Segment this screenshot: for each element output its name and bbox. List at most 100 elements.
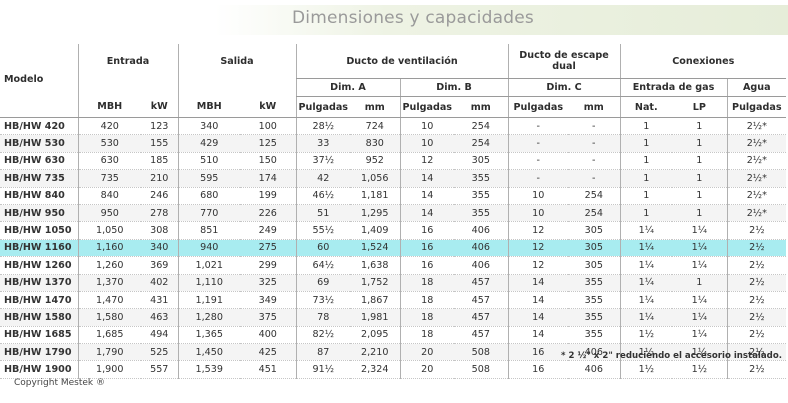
table-cell: 1¼	[672, 291, 728, 310]
table-cell: 1,021	[177, 256, 240, 275]
table-cell: 82½	[295, 326, 350, 345]
table-row: HB/HW 1790 1,790 525 1,450 425 87 2,210 20 508 16…	[0, 343, 787, 362]
table-cell: 1,539	[177, 360, 240, 379]
table-cell: 1½	[619, 360, 673, 379]
table-cell: 100	[240, 117, 296, 136]
table-cell: 406	[568, 360, 621, 379]
table-cell: 1	[672, 152, 728, 171]
table-cell: 249	[240, 221, 296, 240]
table-cell: 1,260	[77, 256, 141, 275]
table-cell: 406	[568, 343, 621, 362]
table-cell: 185	[141, 152, 178, 171]
table-cell: 851	[177, 221, 240, 240]
model-cell: HB/HW 1900	[0, 360, 78, 379]
header-kw-out: kW	[240, 96, 296, 118]
table-cell: 1¼	[672, 221, 728, 240]
table-cell: 1,365	[177, 326, 240, 345]
table-cell: -	[507, 169, 569, 188]
table-cell: 18	[399, 291, 454, 310]
header-entrada-gas: Entrada de gas	[619, 78, 728, 97]
header-dim-b: Dim. B	[399, 78, 509, 97]
table-row: HB/HW 950 950 278 770 226 51 1,295 14 355 10 254 1 1…	[0, 204, 787, 223]
table-cell: 254	[568, 187, 621, 205]
table-cell: -	[568, 134, 621, 153]
table-row: HB/HW 1160 1,160 340 940 275 60 1,524 16 406 12 30…	[0, 239, 787, 258]
table-cell: 254	[454, 134, 509, 153]
table-cell: 557	[141, 360, 178, 379]
table-cell: 463	[141, 308, 178, 327]
table-row: HB/HW 1050 1,050 308 851 249 55½ 1,409 16 406 12 3…	[0, 221, 787, 240]
table-cell: 28½	[295, 117, 350, 136]
table-cell: 1¼	[619, 256, 673, 275]
table-cell: 2½	[726, 308, 787, 327]
model-cell: HB/HW 735	[0, 169, 78, 188]
table-cell: 494	[141, 326, 178, 345]
table-cell: 2½*	[726, 152, 787, 171]
table-cell: 770	[177, 204, 240, 223]
title-banner	[215, 5, 788, 35]
table-cell: 1,790	[77, 343, 141, 362]
table-cell: 2½	[726, 274, 787, 292]
copyright: Copyright Mestek ®	[14, 378, 105, 388]
table-cell: 525	[141, 343, 178, 362]
table-cell: 18	[399, 308, 454, 327]
table-cell: 55½	[295, 221, 350, 240]
table-cell: 210	[141, 169, 178, 188]
header-mbh-out: MBH	[177, 96, 240, 118]
table-cell: 1½	[619, 343, 673, 362]
table-cell: 1,752	[350, 274, 400, 292]
table-cell: 33	[295, 134, 350, 153]
header-pulgadas-b: Pulgadas	[399, 96, 454, 118]
table-cell: 73½	[295, 291, 350, 310]
table-cell: 12	[507, 256, 569, 275]
table-row: HB/HW 420 420 123 340 100 28½ 724 10 254- -1 1 2½*	[0, 117, 787, 136]
table-row: HB/HW 1580 1,580 463 1,280 375 78 1,981 18 457 14…	[0, 308, 787, 327]
table-cell: 680	[177, 187, 240, 205]
table-cell: 457	[454, 326, 509, 345]
table-cell: 1¼	[619, 308, 673, 327]
table-cell: 1,110	[177, 274, 240, 292]
table-cell: 1,580	[77, 308, 141, 327]
table-cell: 1,181	[350, 187, 400, 205]
table-cell: 369	[141, 256, 178, 275]
table-cell: 1¼	[619, 291, 673, 310]
table-cell: 2½	[726, 256, 787, 275]
table-cell: 1,280	[177, 308, 240, 327]
table-cell: 1¼	[672, 308, 728, 327]
model-cell: HB/HW 630	[0, 152, 78, 171]
table-cell: 12	[507, 239, 569, 258]
header-mm-c: mm	[568, 96, 621, 118]
table-cell: -	[568, 169, 621, 188]
table-cell: 940	[177, 239, 240, 258]
table-cell: 14	[399, 169, 454, 188]
model-cell: HB/HW 1050	[0, 221, 78, 240]
table-cell: 69	[295, 274, 350, 292]
table-cell: 14	[399, 187, 454, 205]
model-cell: HB/HW 950	[0, 204, 78, 223]
table-cell: 508	[454, 360, 509, 379]
table-cell: 1¼	[672, 326, 728, 345]
table-cell: 2½	[726, 326, 787, 345]
table-cell: 1,191	[177, 291, 240, 310]
table-cell: 1	[619, 169, 673, 188]
table-cell: 1¼	[672, 239, 728, 258]
table-row: HB/HW 735 735 210 595 174 42 1,056 14 355- -1 1 2½*	[0, 169, 787, 188]
table-cell: 14	[507, 308, 569, 327]
table-cell: 14	[507, 326, 569, 345]
table-cell: 1¼	[672, 256, 728, 275]
model-cell: HB/HW 1580	[0, 308, 78, 327]
table-cell: 1,295	[350, 204, 400, 223]
table-cell: 1,867	[350, 291, 400, 310]
header-pulgadas-c: Pulgadas	[507, 96, 569, 118]
table-cell: 308	[141, 221, 178, 240]
model-cell: HB/HW 1260	[0, 256, 78, 275]
table-cell: 1,981	[350, 308, 400, 327]
table-cell: 305	[568, 221, 621, 240]
capacity-table: Modelo Entrada Salida Ducto de ventilaci…	[0, 44, 787, 379]
table-cell: 1,470	[77, 291, 141, 310]
table-cell: 2,210	[350, 343, 400, 362]
table-cell: 20	[399, 343, 454, 362]
table-cell: 16	[507, 360, 569, 379]
table-cell: 451	[240, 360, 296, 379]
table-cell: 226	[240, 204, 296, 223]
